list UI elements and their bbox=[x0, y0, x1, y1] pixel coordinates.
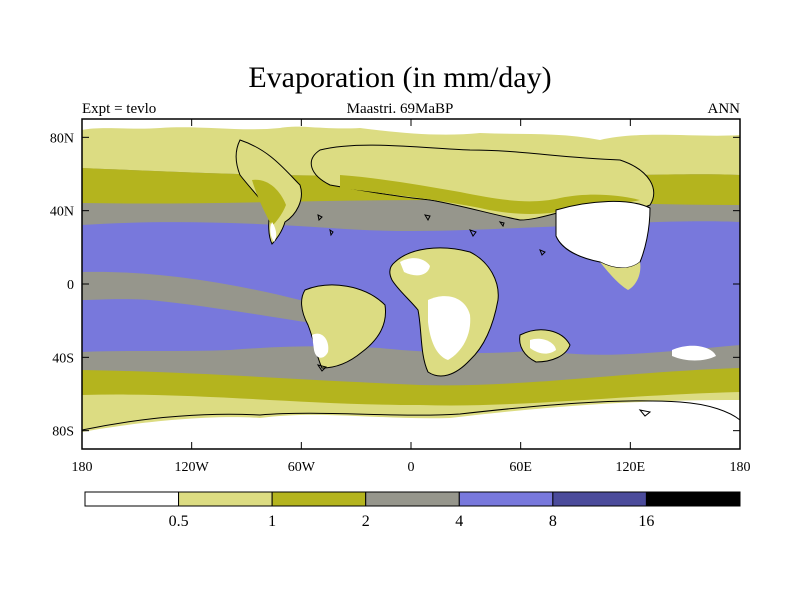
colorbar-swatch bbox=[365, 491, 460, 507]
colorbar-labels: 0.5 1 2 4 8 16 bbox=[169, 513, 655, 530]
colorbar-swatch bbox=[458, 491, 554, 507]
lat-tick-label: 0 bbox=[67, 278, 74, 293]
lon-tick-label: 60W bbox=[288, 460, 316, 475]
colorbar-swatch bbox=[645, 491, 741, 507]
lat-tick-label: 40N bbox=[50, 205, 74, 220]
colorbar bbox=[84, 491, 741, 507]
longitude-ticks: 180 120W 60W 0 60E 120E 180 bbox=[72, 119, 751, 475]
lat-tick-label: 40S bbox=[52, 351, 74, 366]
colorbar-swatch bbox=[271, 491, 367, 507]
island-outlines bbox=[316, 214, 652, 417]
colorbar-label: 4 bbox=[455, 513, 463, 530]
south-asia-white-patch bbox=[672, 345, 716, 361]
south-america-white bbox=[312, 333, 329, 358]
lon-tick-label: 60E bbox=[509, 460, 532, 475]
colorbar-label: 2 bbox=[362, 513, 370, 530]
lon-tick-label: 0 bbox=[408, 460, 415, 475]
lat-tick-label: 80N bbox=[50, 131, 74, 146]
india-light-fringe bbox=[600, 262, 641, 290]
colorbar-swatch bbox=[178, 491, 273, 507]
colorbar-label: 8 bbox=[549, 513, 557, 530]
colorbar-label: 1 bbox=[268, 513, 276, 530]
lon-tick-label: 180 bbox=[730, 460, 751, 475]
chart-title: Evaporation (in mm/day) bbox=[248, 61, 552, 94]
south-polar-white bbox=[82, 400, 740, 449]
baja-white bbox=[270, 222, 277, 242]
period-label: Maastri. 69MaBP bbox=[346, 101, 454, 117]
eurasia-olive bbox=[340, 175, 640, 214]
experiment-label: Expt = tevlo bbox=[82, 101, 157, 117]
lon-tick-label: 120W bbox=[175, 460, 210, 475]
north-america-olive bbox=[252, 179, 286, 226]
lon-tick-label: 120E bbox=[616, 460, 646, 475]
colorbar-label: 16 bbox=[638, 513, 654, 530]
antarctica-coast bbox=[82, 400, 740, 431]
colorbar-swatch bbox=[84, 491, 180, 507]
north-africa-white bbox=[400, 258, 430, 276]
latitude-ticks: 80N 40N 0 40S 80S bbox=[50, 131, 740, 440]
north-polar-white bbox=[82, 119, 740, 140]
season-label: ANN bbox=[707, 101, 741, 117]
colorbar-label: 0.5 bbox=[169, 513, 189, 530]
india-land bbox=[555, 201, 651, 269]
australia-white bbox=[530, 338, 556, 354]
colorbar-swatch bbox=[552, 491, 647, 507]
lon-tick-label: 180 bbox=[72, 460, 93, 475]
lat-tick-label: 80S bbox=[52, 425, 74, 440]
east-pacific-gray-tongue bbox=[82, 271, 315, 322]
africa-white bbox=[428, 296, 471, 360]
map-plot-area bbox=[82, 119, 740, 449]
